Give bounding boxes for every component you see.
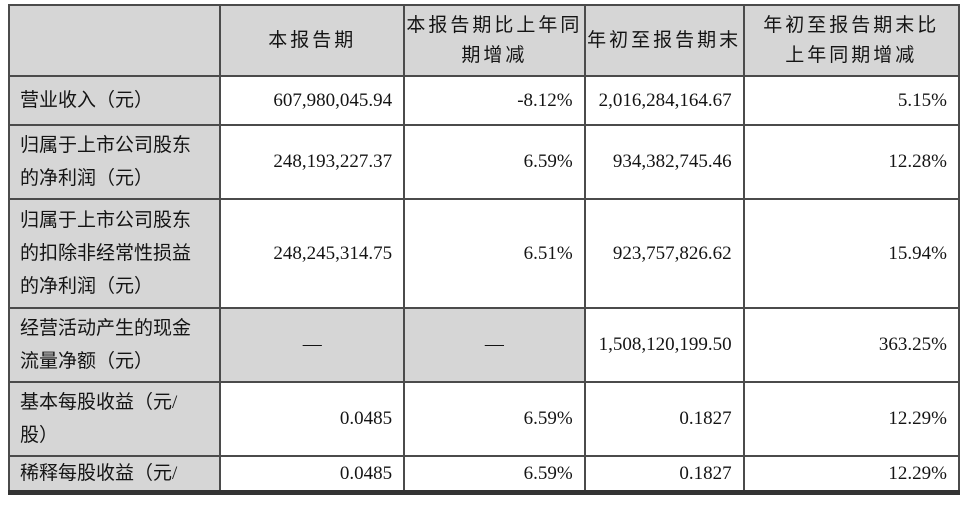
- table-row-operating-cash-flow: 经营活动产生的现金 流量净额（元） — — 1,508,120,199.50 3…: [7, 307, 960, 383]
- cell-year-to-date: 0.1827: [583, 455, 745, 495]
- cell-current-period: 0.0485: [219, 381, 406, 457]
- cell-year-to-date: 934,382,745.46: [583, 124, 745, 200]
- cell-current-period-yoy: 6.51%: [403, 198, 586, 309]
- table-row-diluted-eps: 稀释每股收益（元/ 0.0485 6.59% 0.1827 12.29%: [7, 455, 960, 495]
- header-cell-year-to-date: 年初至报告期末: [583, 4, 745, 77]
- cell-current-period-dash: —: [219, 307, 406, 383]
- table-row-net-profit-excl-nonrecurring: 归属于上市公司股东 的扣除非经常性损益 的净利润（元） 248,245,314.…: [7, 198, 960, 309]
- cell-current-period: 0.0485: [219, 455, 406, 495]
- cell-current-period-yoy: 6.59%: [403, 124, 586, 200]
- row-label: 稀释每股收益（元/: [7, 455, 222, 495]
- cell-current-period-yoy: 6.59%: [403, 381, 586, 457]
- table-body: 营业收入（元） 607,980,045.94 -8.12% 2,016,284,…: [7, 75, 960, 495]
- cell-year-to-date-yoy: 15.94%: [742, 198, 960, 309]
- header-cell-current-period: 本报告期: [219, 4, 406, 77]
- cell-year-to-date: 1,508,120,199.50: [583, 307, 745, 383]
- table-row-operating-revenue: 营业收入（元） 607,980,045.94 -8.12% 2,016,284,…: [7, 75, 960, 126]
- cell-year-to-date: 923,757,826.62: [583, 198, 745, 309]
- header-cell-current-period-yoy-change: 本报告期比上年同 期增减: [403, 4, 586, 77]
- cell-current-period-yoy: -8.12%: [403, 75, 586, 126]
- cell-year-to-date: 0.1827: [583, 381, 745, 457]
- cell-year-to-date-yoy: 12.29%: [742, 455, 960, 495]
- cell-current-period: 248,245,314.75: [219, 198, 406, 309]
- row-label: 基本每股收益（元/ 股）: [7, 381, 222, 457]
- row-label: 归属于上市公司股东 的扣除非经常性损益 的净利润（元）: [7, 198, 222, 309]
- cell-current-period-yoy-dash: —: [403, 307, 586, 383]
- row-label: 归属于上市公司股东 的净利润（元）: [7, 124, 222, 200]
- cell-year-to-date: 2,016,284,164.67: [583, 75, 745, 126]
- cell-current-period-yoy: 6.59%: [403, 455, 586, 495]
- table-header: 本报告期 本报告期比上年同 期增减 年初至报告期末 年初至报告期末比 上年同期增…: [7, 4, 960, 77]
- cell-year-to-date-yoy: 5.15%: [742, 75, 960, 126]
- header-cell-year-to-date-yoy-change: 年初至报告期末比 上年同期增减: [742, 4, 960, 77]
- table-row-basic-eps: 基本每股收益（元/ 股） 0.0485 6.59% 0.1827 12.29%: [7, 381, 960, 457]
- header-row: 本报告期 本报告期比上年同 期增减 年初至报告期末 年初至报告期末比 上年同期增…: [7, 4, 960, 77]
- cell-year-to-date-yoy: 12.28%: [742, 124, 960, 200]
- cell-current-period: 607,980,045.94: [219, 75, 406, 126]
- financial-summary-table: 本报告期 本报告期比上年同 期增减 年初至报告期末 年初至报告期末比 上年同期增…: [7, 4, 960, 495]
- row-label: 经营活动产生的现金 流量净额（元）: [7, 307, 222, 383]
- cell-year-to-date-yoy: 12.29%: [742, 381, 960, 457]
- table-row-net-profit: 归属于上市公司股东 的净利润（元） 248,193,227.37 6.59% 9…: [7, 124, 960, 200]
- cell-year-to-date-yoy: 363.25%: [742, 307, 960, 383]
- row-label: 营业收入（元）: [7, 75, 222, 126]
- cell-current-period: 248,193,227.37: [219, 124, 406, 200]
- header-cell-blank: [7, 4, 222, 77]
